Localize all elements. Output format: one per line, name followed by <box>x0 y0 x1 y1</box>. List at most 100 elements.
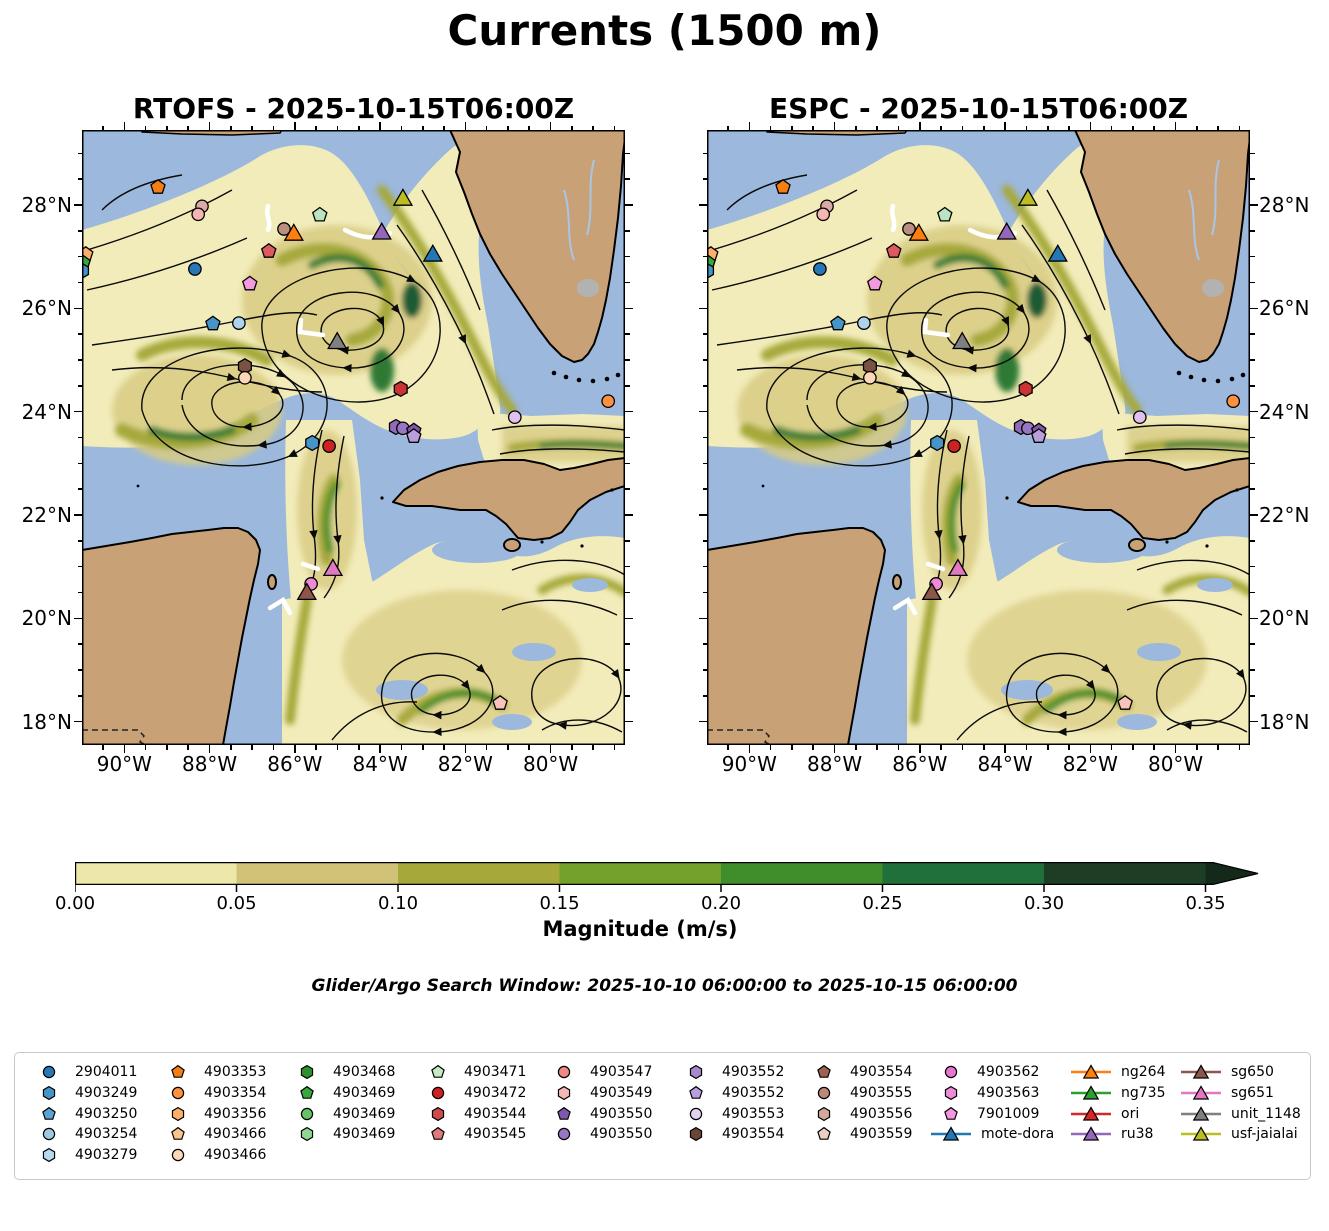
axis-tick <box>77 255 82 258</box>
axis-tick <box>77 178 82 180</box>
legend-item: 4903550 <box>549 1104 652 1124</box>
circle-icon <box>42 1065 56 1079</box>
axis-tick <box>919 122 921 130</box>
legend-item: 4903552 <box>681 1062 784 1082</box>
legend-label: 4903550 <box>590 1105 653 1122</box>
legend-label: 4903254 <box>75 1126 138 1143</box>
axis-tick <box>1250 488 1255 490</box>
lon-tick-label: 90°W <box>721 752 777 776</box>
axis-tick <box>940 745 942 750</box>
lon-tick-label: 84°W <box>352 752 408 776</box>
axis-tick <box>1153 745 1156 750</box>
map-marker-pentagon <box>492 694 508 710</box>
axis-tick <box>699 307 707 310</box>
axis-tick <box>166 125 168 130</box>
axis-tick <box>571 745 573 750</box>
lat-tick-label-right: 18°N <box>1259 709 1310 734</box>
map-marker-circle <box>947 439 961 453</box>
circle-icon <box>944 1065 958 1079</box>
axis-tick <box>77 230 82 232</box>
axis-tick <box>1250 281 1255 284</box>
axis-tick <box>625 669 630 671</box>
axis-tick <box>748 745 751 753</box>
colorbar-tick-label: 0.10 <box>377 893 419 914</box>
lon-tick-label: 80°W <box>1147 752 1204 776</box>
legend-item: 4903547 <box>549 1062 652 1082</box>
legend-label: 4903250 <box>75 1105 138 1122</box>
map-marker-circle <box>232 316 246 330</box>
legend-label: usf-jaialai <box>1231 1126 1298 1143</box>
map-marker-pentagon <box>885 242 902 258</box>
axis-tick <box>1250 204 1258 206</box>
axis-tick <box>1174 745 1177 753</box>
axis-tick <box>1250 617 1258 620</box>
search-window-note: Glider/Argo Search Window: 2025-10-10 06… <box>311 976 1018 996</box>
axis-tick <box>625 462 630 465</box>
axis-tick <box>1025 125 1028 130</box>
axis-tick <box>625 565 630 568</box>
map-marker-triangle <box>296 582 317 601</box>
axis-tick <box>230 745 232 750</box>
map-marker-hexagon <box>1018 380 1033 398</box>
colorbar-tick-label: 0.15 <box>539 893 580 914</box>
circle-icon <box>817 1086 831 1099</box>
axis-tick <box>230 125 232 130</box>
map-marker-pentagon <box>775 178 791 194</box>
axis-tick <box>421 125 424 130</box>
legend-item: 4903353 <box>163 1062 266 1082</box>
glider-tracks <box>890 203 1018 616</box>
lat-tick-label-right: 24°N <box>1259 399 1310 424</box>
axis-tick <box>897 745 900 750</box>
axis-tick <box>528 125 531 130</box>
axis-tick <box>812 745 815 750</box>
glider-legend-glyph <box>1071 1084 1111 1100</box>
axis-tick <box>1250 307 1258 310</box>
axis-tick <box>77 540 82 542</box>
colorbar-label: Magnitude (m/s) <box>542 917 738 941</box>
map-marker-circle <box>902 222 916 236</box>
axis-tick <box>1250 385 1255 387</box>
legend-item: 4903563 <box>936 1083 1039 1103</box>
axis-tick <box>74 720 82 723</box>
legend-item: ru38 <box>1069 1124 1153 1144</box>
axis-tick <box>625 436 630 439</box>
axis-tick <box>1250 333 1255 335</box>
axis-tick <box>625 230 630 232</box>
axis-tick <box>357 125 360 130</box>
legend-item: 4903559 <box>809 1124 912 1144</box>
legend-label: 4903249 <box>75 1084 138 1101</box>
legend-label: 4903552 <box>722 1084 785 1101</box>
legend-item: 4903556 <box>809 1104 912 1124</box>
axis-tick <box>77 152 82 155</box>
lat-tick-label-right: 28°N <box>1259 193 1310 218</box>
legend-item: 4903356 <box>163 1104 266 1124</box>
map-marker-circle <box>813 262 827 276</box>
axis-tick <box>897 125 900 130</box>
legend-label: 4903356 <box>204 1105 267 1122</box>
axis-tick <box>549 745 552 753</box>
legend-item: 4903250 <box>34 1104 137 1124</box>
axis-tick <box>1250 540 1255 542</box>
axis-tick <box>1004 745 1006 753</box>
land <box>707 130 1250 745</box>
legend-item: 4903552 <box>681 1083 784 1103</box>
axis-tick <box>625 204 633 206</box>
axis-tick <box>102 125 104 130</box>
axis-tick <box>77 281 82 284</box>
axis-tick <box>379 122 381 130</box>
legend-label: 4903545 <box>464 1126 527 1143</box>
axis-tick <box>702 230 707 232</box>
axis-tick <box>702 565 707 568</box>
cuba <box>392 457 625 541</box>
axis-tick <box>251 745 254 750</box>
axis-tick <box>625 281 630 284</box>
axis-tick <box>74 204 82 206</box>
map-marker-circle <box>1132 410 1147 425</box>
pentagon-icon <box>557 1106 571 1120</box>
axis-tick <box>699 514 707 516</box>
pentagon-icon <box>431 1127 445 1141</box>
land-details <box>707 159 1246 745</box>
map-marker-triangle <box>908 223 929 241</box>
axis-tick <box>625 152 630 155</box>
legend-label: 4903469 <box>333 1105 396 1122</box>
